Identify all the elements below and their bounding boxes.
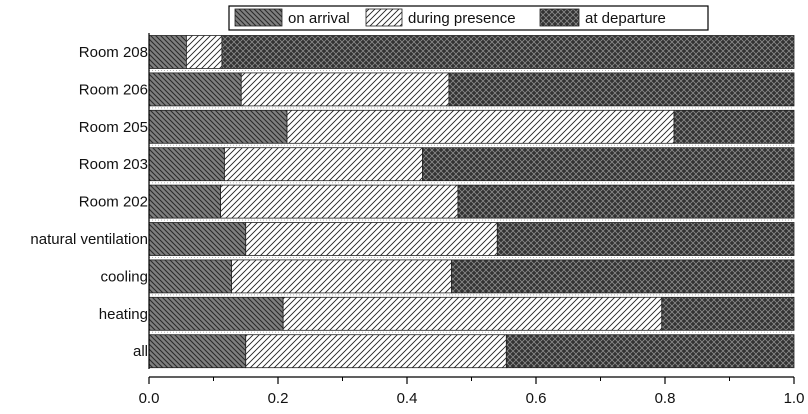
segment-at-departure: [505, 334, 795, 369]
segment-during-presence: [231, 259, 452, 294]
segment-at-departure: [422, 147, 795, 182]
bars-group: [148, 35, 795, 369]
category-label: all: [133, 343, 148, 360]
x-tick-label: 0.4: [397, 390, 418, 407]
legend-box: [228, 5, 709, 31]
segment-on-arrival: [148, 334, 247, 369]
legend-label: at departure: [585, 10, 666, 27]
x-tick-label: 0.2: [268, 390, 289, 407]
category-labels: Room 208 Room 206 Room 205 Room 203 Room 202…: [30, 44, 148, 360]
legend-swatch-during-presence: [365, 8, 403, 27]
x-tick-label: 0.8: [655, 390, 676, 407]
segment-during-presence: [220, 184, 459, 219]
legend-swatch-on-arrival: [234, 8, 283, 27]
segment-on-arrival: [148, 147, 225, 182]
x-tick-label: 1.0: [784, 390, 805, 407]
segment-during-presence: [245, 334, 507, 369]
segment-during-presence: [245, 222, 498, 256]
segment-at-departure: [221, 35, 795, 69]
category-label: Room 208: [79, 44, 148, 61]
legend-label: during presence: [408, 10, 516, 27]
category-label: Room 202: [79, 194, 148, 211]
segment-during-presence: [186, 35, 223, 69]
category-label: Room 206: [79, 81, 148, 98]
segment-on-arrival: [148, 109, 288, 144]
segment-during-presence: [282, 296, 663, 331]
segment-at-departure: [496, 222, 795, 256]
x-tick-label: 0.6: [526, 390, 547, 407]
segment-on-arrival: [148, 35, 187, 69]
segment-on-arrival: [148, 184, 221, 219]
legend-swatch-at-departure: [539, 8, 580, 27]
x-axis: 0.0 0.2 0.4 0.6 0.8 1.0: [139, 33, 805, 407]
segment-on-arrival: [148, 222, 247, 256]
segment-at-departure: [661, 296, 795, 331]
segment-at-departure: [451, 259, 795, 294]
x-tick-label: 0.0: [139, 390, 160, 407]
category-label: heating: [99, 306, 148, 323]
segment-at-departure: [673, 109, 795, 144]
segment-on-arrival: [148, 296, 284, 331]
plot-area: [149, 70, 794, 333]
category-label: Room 203: [79, 156, 148, 173]
segment-on-arrival: [148, 259, 232, 294]
legend-label: on arrival: [288, 10, 350, 27]
segment-at-departure: [448, 72, 795, 107]
category-label: natural ventilation: [30, 231, 148, 248]
category-label: cooling: [100, 268, 148, 285]
category-label: Room 205: [79, 119, 148, 136]
legend: on arrival during presence at departure: [228, 5, 709, 31]
segment-at-departure: [457, 184, 795, 219]
segment-on-arrival: [148, 72, 242, 107]
segment-during-presence: [224, 147, 423, 182]
segment-during-presence: [240, 72, 450, 107]
segment-during-presence: [286, 109, 675, 144]
